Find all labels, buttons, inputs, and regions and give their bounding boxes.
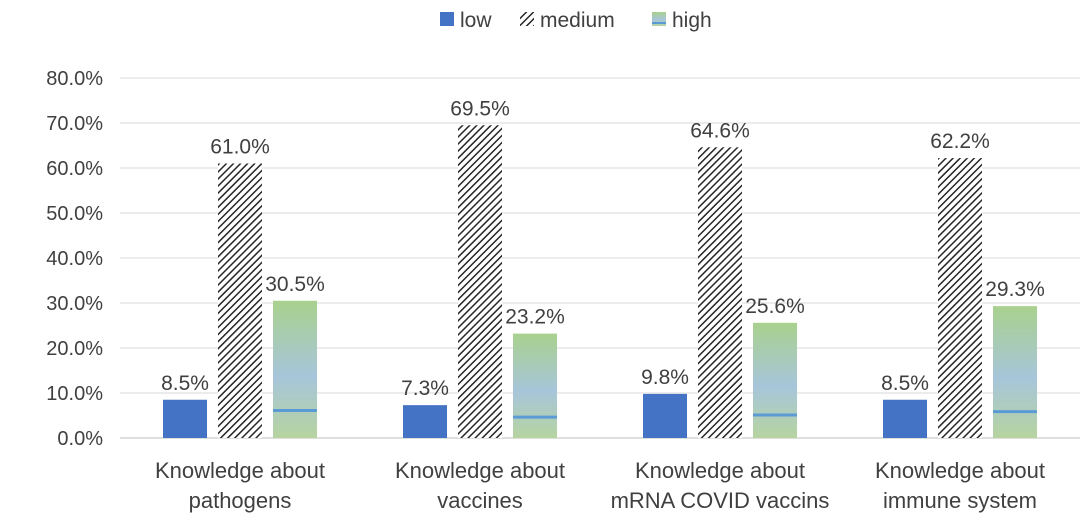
bar-high bbox=[273, 300, 317, 438]
y-tick-label: 0.0% bbox=[57, 428, 103, 450]
y-axis: 0.0% 10.0% 20.0% 30.0% 40.0% 50.0% 60.0% 70.0% 8… bbox=[46, 68, 1080, 450]
y-tick-label: 10.0% bbox=[46, 383, 103, 405]
y-tick-label: 60.0% bbox=[46, 158, 103, 180]
legend-label-low: low bbox=[460, 9, 492, 32]
bar-medium bbox=[698, 147, 742, 439]
bar-low bbox=[163, 399, 207, 438]
legend-swatch-low bbox=[440, 12, 454, 26]
y-tick-label: 50.0% bbox=[46, 203, 103, 225]
data-label-medium: 64.6% bbox=[690, 119, 750, 142]
data-label-high: 30.5% bbox=[265, 273, 325, 296]
category-label: vaccines bbox=[437, 488, 523, 513]
data-label-high: 23.2% bbox=[505, 306, 565, 329]
category-label: Knowledge about bbox=[395, 458, 565, 483]
category-label: pathogens bbox=[189, 488, 292, 513]
bar-medium bbox=[218, 163, 262, 438]
category-label: Knowledge about bbox=[635, 458, 805, 483]
bar-low bbox=[643, 393, 687, 438]
y-tick-label: 40.0% bbox=[46, 248, 103, 270]
data-label-low: 8.5% bbox=[881, 372, 929, 395]
x-axis: Knowledge about pathogens Knowledge about v… bbox=[155, 458, 1045, 513]
data-label-high: 29.3% bbox=[985, 278, 1045, 301]
data-label-medium: 69.5% bbox=[450, 97, 510, 120]
y-tick-label: 80.0% bbox=[46, 68, 103, 90]
legend-label-high: high bbox=[672, 9, 712, 32]
y-tick-label: 30.0% bbox=[46, 293, 103, 315]
data-labels: 8.5% 61.0% 30.5% 7.3% 69.5% 23.2% 9.8% 64.6% 25.… bbox=[161, 97, 1045, 400]
legend: low medium high bbox=[440, 9, 712, 32]
category-label: immune system bbox=[883, 488, 1037, 513]
legend-label-medium: medium bbox=[540, 9, 615, 32]
y-tick-label: 20.0% bbox=[46, 338, 103, 360]
bar-high bbox=[753, 322, 797, 438]
category-label: Knowledge about bbox=[875, 458, 1045, 483]
category-label: mRNA COVID vaccins bbox=[611, 488, 830, 513]
bars bbox=[163, 125, 1037, 439]
bar-high bbox=[993, 306, 1037, 438]
bar-low bbox=[403, 405, 447, 438]
data-label-low: 9.8% bbox=[641, 366, 689, 389]
data-label-low: 8.5% bbox=[161, 372, 209, 395]
data-label-medium: 62.2% bbox=[930, 130, 990, 153]
data-label-low: 7.3% bbox=[401, 377, 449, 400]
data-label-medium: 61.0% bbox=[210, 136, 270, 159]
bar-medium bbox=[458, 125, 502, 438]
category-label: Knowledge about bbox=[155, 458, 325, 483]
legend-swatch-medium bbox=[520, 12, 534, 26]
bar-low bbox=[883, 399, 927, 438]
data-label-high: 25.6% bbox=[745, 295, 805, 318]
bar-medium bbox=[938, 158, 982, 438]
bar-high bbox=[513, 333, 557, 438]
y-tick-label: 70.0% bbox=[46, 113, 103, 135]
